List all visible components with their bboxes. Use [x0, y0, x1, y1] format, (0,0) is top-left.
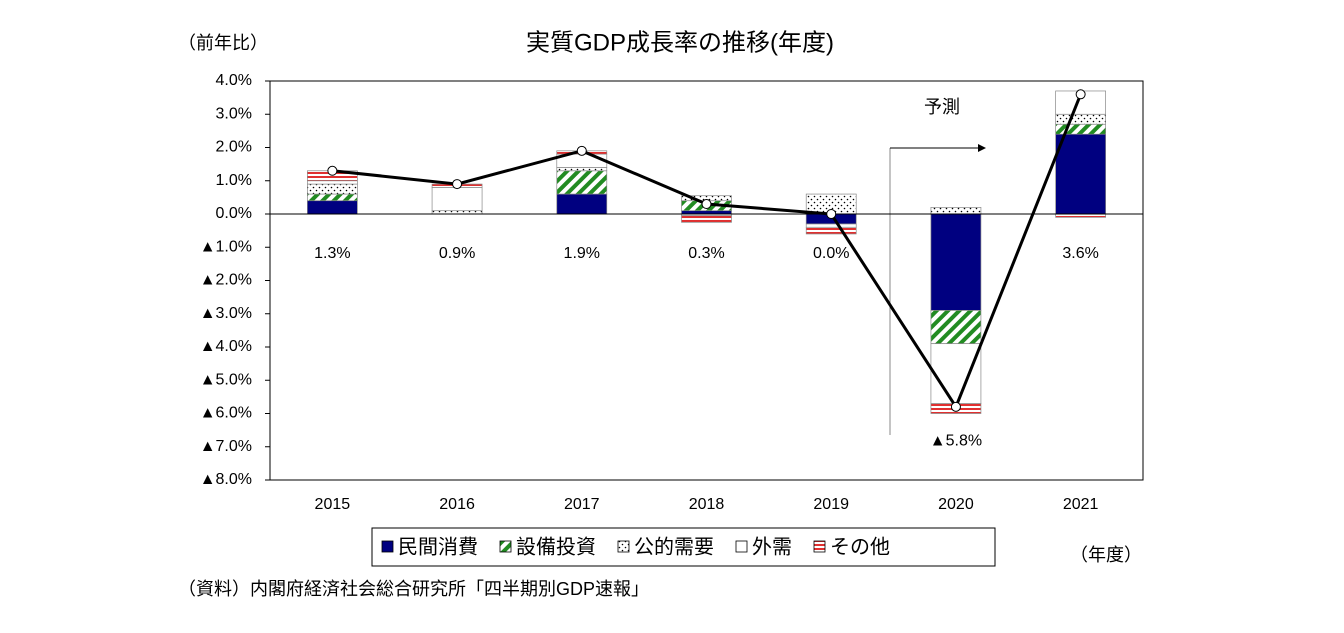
bar-segment [930, 343, 982, 404]
y-tick-label: ▲7.0% [200, 438, 252, 455]
x-tick-label: 2017 [564, 496, 600, 513]
x-tick-label: 2020 [938, 496, 974, 513]
y-axis-label: （前年比） [178, 33, 268, 53]
x-tick-label: 2019 [813, 496, 849, 513]
legend-label: 外需 [752, 535, 792, 558]
bar-segment [556, 167, 608, 172]
legend-swatch [617, 540, 630, 553]
data-label: ▲5.8% [930, 433, 982, 450]
x-tick-label: 2015 [315, 496, 351, 513]
data-label: 1.9% [564, 245, 600, 262]
bar-segment [307, 193, 358, 202]
y-tick-label: ▲4.0% [200, 338, 252, 355]
bar-segment [805, 223, 857, 228]
forecast-label: 予測 [924, 97, 960, 117]
bar-segment [1055, 123, 1106, 135]
data-label: 0.0% [813, 245, 849, 262]
bar-segment [1055, 133, 1106, 215]
data-label: 3.6% [1062, 245, 1098, 262]
line-marker [701, 199, 712, 210]
bar-segment [556, 170, 608, 195]
x-tick-label: 2018 [689, 496, 725, 513]
bar-segment [930, 207, 982, 215]
plot-area [269, 80, 1144, 481]
legend [371, 527, 996, 567]
y-tick-label: 3.0% [216, 105, 252, 122]
legend-items: 民間消費 設備投資 公的需要 外需 その他 [381, 535, 890, 558]
bar-segment [805, 226, 857, 235]
legend-swatch [813, 540, 826, 553]
data-label: 0.9% [439, 245, 475, 262]
x-tick-label: 2021 [1063, 496, 1099, 513]
legend-label: 民間消費 [398, 535, 478, 558]
bar-segment [681, 215, 732, 223]
line-marker [327, 165, 338, 176]
y-tick-label: ▲5.0% [200, 371, 252, 388]
line-marker [950, 401, 961, 412]
y-tick-label: ▲8.0% [200, 471, 252, 488]
legend-label: 公的需要 [634, 535, 714, 558]
legend-swatch [381, 540, 394, 553]
source-note: （資料）内閣府経済社会総合研究所「四半期別GDP速報」 [178, 579, 649, 599]
bar-segment [556, 193, 608, 215]
data-label: 0.3% [688, 245, 724, 262]
line-marker [452, 179, 463, 190]
legend-label: 設備投資 [516, 535, 596, 558]
data-label: 1.3% [314, 245, 350, 262]
y-tick-label: ▲6.0% [200, 405, 252, 422]
line-marker [576, 145, 587, 156]
bar-segment [307, 183, 358, 195]
legend-label: その他 [830, 535, 890, 558]
y-tick-label: ▲3.0% [200, 305, 252, 322]
legend-swatch [735, 540, 748, 553]
bar-segment [307, 180, 358, 185]
y-tick-label: ▲2.0% [200, 272, 252, 289]
y-tick-label: 1.0% [216, 172, 252, 189]
y-tick-label: 4.0% [216, 72, 252, 89]
line-marker [826, 209, 837, 219]
legend-swatch [499, 540, 512, 553]
bar-segment [930, 310, 982, 345]
bar-segment [1055, 113, 1106, 125]
x-axis-label: （年度） [1070, 545, 1142, 565]
forecast-marker: 予測 [889, 97, 986, 435]
y-tick-label: ▲1.0% [200, 238, 252, 255]
bar-segment [431, 187, 483, 212]
line-marker [1075, 89, 1086, 100]
bar-segment [307, 200, 358, 215]
bar-segment [930, 213, 982, 311]
x-tick-label: 2016 [439, 496, 475, 513]
chart-title: 実質GDP成長率の推移(年度) [526, 29, 834, 56]
y-tick-label: 2.0% [216, 139, 252, 156]
y-tick-label: 0.0% [216, 205, 252, 222]
